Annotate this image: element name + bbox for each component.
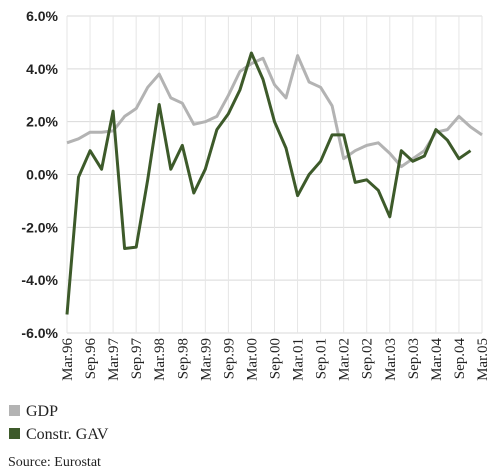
x-tick-label: Mar.01 — [291, 338, 307, 381]
legend-label: Constr. GAV — [26, 426, 109, 443]
legend-swatch — [9, 405, 20, 416]
y-tick-label: 4.0% — [26, 61, 58, 77]
x-tick-label: Sep.00 — [268, 338, 284, 379]
y-tick-label: 6.0% — [26, 8, 58, 24]
x-tick-label: Mar.96 — [60, 338, 76, 381]
x-tick-label: Mar.03 — [383, 338, 399, 381]
x-tick-label: Sep.03 — [406, 338, 422, 379]
y-tick-label: 2.0% — [26, 114, 58, 130]
y-tick-label: 0.0% — [26, 167, 58, 183]
x-tick-label: Mar.00 — [244, 338, 260, 381]
x-tick-label: Sep.04 — [452, 338, 468, 380]
x-tick-label: Mar.02 — [337, 338, 353, 381]
x-tick-label: Sep.97 — [129, 338, 145, 380]
x-tick-label: Mar.98 — [152, 338, 168, 381]
x-tick-label: Sep.02 — [360, 338, 376, 379]
x-tick-label: Sep.01 — [314, 338, 330, 379]
legend-swatch — [9, 428, 20, 439]
x-tick-label: Sep.99 — [221, 338, 237, 379]
x-tick-label: Sep.98 — [175, 338, 191, 379]
x-tick-label: Sep.96 — [83, 338, 99, 380]
x-tick-label: Mar.97 — [106, 338, 122, 381]
series-line — [65, 51, 472, 315]
x-tick-label: Mar.99 — [198, 338, 214, 381]
y-tick-label: -6.0% — [21, 325, 58, 341]
y-tick-label: -4.0% — [21, 272, 58, 288]
legend-label: GDP — [26, 403, 58, 420]
source: Source: Eurostat — [8, 455, 101, 470]
series-line — [66, 54, 483, 169]
x-tick-label: Mar.04 — [429, 338, 445, 381]
x-tick-label: Mar.05 — [475, 338, 487, 381]
y-tick-label: -2.0% — [21, 219, 58, 235]
